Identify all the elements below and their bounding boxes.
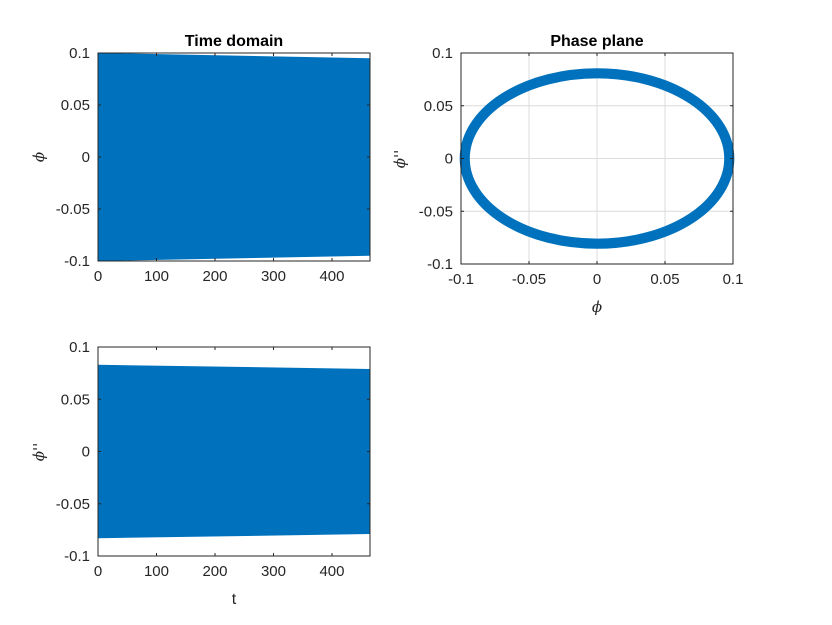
phase-plane-ticks: -0.1 -0.05 0 0.05 0.1 -0.1 -0.05 0 0.05 0.1	[419, 45, 744, 288]
phase-plane-xtick-label-1: -0.05	[512, 271, 546, 288]
velocity-domain-xlabel: t	[232, 591, 237, 608]
time-domain-xtick-label-0: 0	[94, 268, 102, 285]
time-domain-xtick-label-1: 100	[144, 268, 169, 285]
phase-plane-xtick-label-3: 0.05	[650, 271, 679, 288]
velocity-domain-oscillation-envelope	[98, 364, 370, 539]
time-domain-panel: 0 100 200 300 400 -0.1 -0.05 0 0.05 0.1 Time doma…	[30, 33, 371, 285]
phase-plane-xtick-label-0: -0.1	[448, 271, 474, 288]
time-domain-ylabel: ϕ	[30, 152, 48, 162]
phase-plane-ytick-label-1: -0.05	[419, 203, 453, 220]
phase-plane-plot-area	[459, 68, 735, 249]
velocity-domain-xtick-label-4: 400	[319, 563, 344, 580]
velocity-domain-ytick-label-2: 0	[82, 444, 90, 461]
time-domain-ticks: 0 100 200 300 400 -0.1 -0.05 0 0.05 0.1	[56, 45, 370, 285]
velocity-domain-ytick-label-1: -0.05	[56, 496, 90, 513]
phase-plane-xtick-label-2: 0	[593, 271, 601, 288]
phase-plane-ytick-label-0: -0.1	[427, 256, 453, 273]
velocity-domain-plot-area	[98, 364, 370, 539]
time-domain-plot-area	[98, 53, 370, 261]
velocity-domain-ytick-label-0: -0.1	[64, 548, 90, 565]
phase-plane-xtick-label-4: 0.1	[723, 271, 744, 288]
phase-plane-panel: -0.1 -0.05 0 0.05 0.1 -0.1 -0.05 0 0.05 0.1 Phase…	[391, 33, 743, 316]
velocity-domain-xtick-label-0: 0	[94, 563, 102, 580]
velocity-domain-ylabel: ϕ''	[30, 443, 48, 461]
time-domain-ytick-label-0: -0.1	[64, 253, 90, 270]
phase-plane-ylabel: ϕ''	[391, 150, 409, 168]
velocity-domain-xtick-label-2: 200	[202, 563, 227, 580]
time-domain-ytick-label-1: -0.05	[56, 201, 90, 218]
phase-plane-ytick-label-3: 0.05	[424, 98, 453, 115]
phase-plane-title: Phase plane	[550, 33, 643, 50]
velocity-domain-ytick-label-3: 0.05	[61, 391, 90, 408]
phase-plane-ytick-label-4: 0.1	[432, 45, 453, 62]
velocity-domain-panel: 0 100 200 300 400 -0.1 -0.05 0 0.05 0.1 t ϕ''	[30, 339, 371, 608]
time-domain-oscillation-envelope	[98, 53, 370, 261]
velocity-domain-xtick-label-3: 300	[261, 563, 286, 580]
velocity-domain-ytick-label-4: 0.1	[69, 339, 90, 356]
time-domain-title: Time domain	[185, 33, 283, 50]
time-domain-ytick-label-2: 0	[82, 149, 90, 166]
velocity-domain-ticks: 0 100 200 300 400 -0.1 -0.05 0 0.05 0.1	[56, 339, 370, 580]
time-domain-xtick-label-3: 300	[261, 268, 286, 285]
phase-plane-xlabel: ϕ	[592, 298, 602, 316]
time-domain-xtick-label-4: 400	[319, 268, 344, 285]
time-domain-ytick-label-4: 0.1	[69, 45, 90, 62]
phase-plane-ytick-label-2: 0	[445, 151, 453, 168]
phase-plane-orbit-series	[459, 68, 735, 249]
time-domain-xtick-label-2: 200	[202, 268, 227, 285]
time-domain-ytick-label-3: 0.05	[61, 97, 90, 114]
velocity-domain-xtick-label-1: 100	[144, 563, 169, 580]
